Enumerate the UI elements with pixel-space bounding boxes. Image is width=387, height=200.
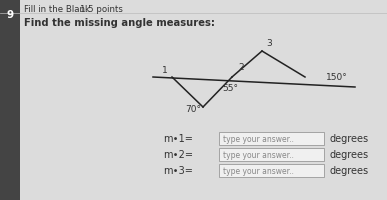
Text: m∙2=: m∙2= bbox=[163, 150, 193, 160]
Bar bbox=[219, 164, 324, 177]
Bar bbox=[0, 0, 20, 200]
Text: 1.5 points: 1.5 points bbox=[80, 5, 123, 14]
Text: type your answer..: type your answer.. bbox=[223, 166, 294, 175]
Text: 70°: 70° bbox=[185, 104, 201, 113]
Text: degrees: degrees bbox=[330, 134, 369, 144]
Text: 3: 3 bbox=[266, 39, 272, 48]
Text: 1: 1 bbox=[162, 66, 168, 75]
Text: 2: 2 bbox=[238, 63, 244, 72]
Text: type your answer..: type your answer.. bbox=[223, 134, 294, 143]
Text: Find the missing angle measures:: Find the missing angle measures: bbox=[24, 18, 215, 28]
Text: degrees: degrees bbox=[330, 150, 369, 160]
Bar bbox=[219, 132, 324, 145]
Bar bbox=[219, 148, 324, 161]
Text: 55°: 55° bbox=[222, 84, 238, 93]
Text: 9: 9 bbox=[7, 10, 14, 20]
Text: m∙1=: m∙1= bbox=[163, 134, 193, 144]
Text: degrees: degrees bbox=[330, 166, 369, 176]
Text: m∙3=: m∙3= bbox=[163, 166, 193, 176]
Text: Fill in the Blank: Fill in the Blank bbox=[24, 5, 90, 14]
Text: 150°: 150° bbox=[326, 73, 348, 82]
Text: type your answer..: type your answer.. bbox=[223, 150, 294, 159]
